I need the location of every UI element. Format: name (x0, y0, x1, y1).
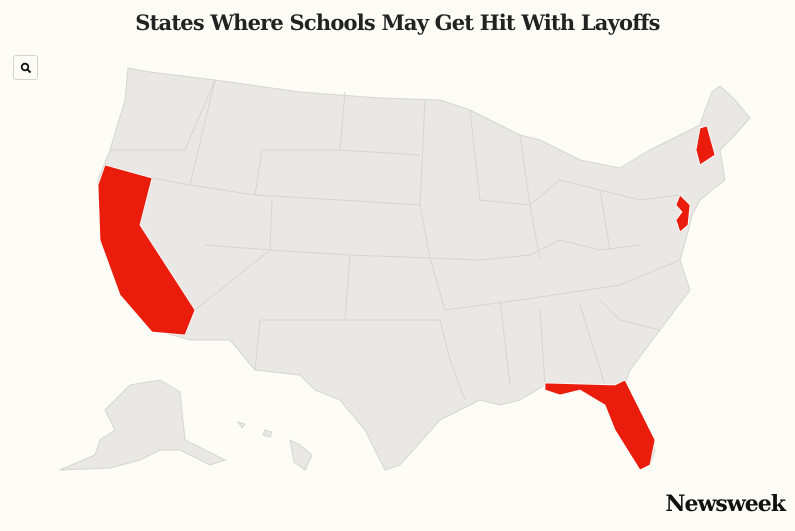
state-california[interactable] (97, 164, 196, 336)
newsweek-logo: Newsweek (665, 491, 786, 517)
lower-48-states (97, 67, 751, 471)
search-icon (20, 62, 31, 73)
state-florida[interactable] (544, 379, 656, 471)
search-button[interactable] (13, 55, 38, 80)
alaska (59, 379, 227, 471)
state-borders (110, 79, 681, 401)
map-title: States Where Schools May Get Hit With La… (135, 10, 660, 35)
hawaii-islands (262, 429, 273, 438)
hawaii (289, 439, 313, 471)
hawaii-islands-2 (236, 421, 246, 429)
state-new-jersey[interactable] (675, 194, 691, 233)
state-new-hampshire[interactable] (695, 125, 716, 166)
